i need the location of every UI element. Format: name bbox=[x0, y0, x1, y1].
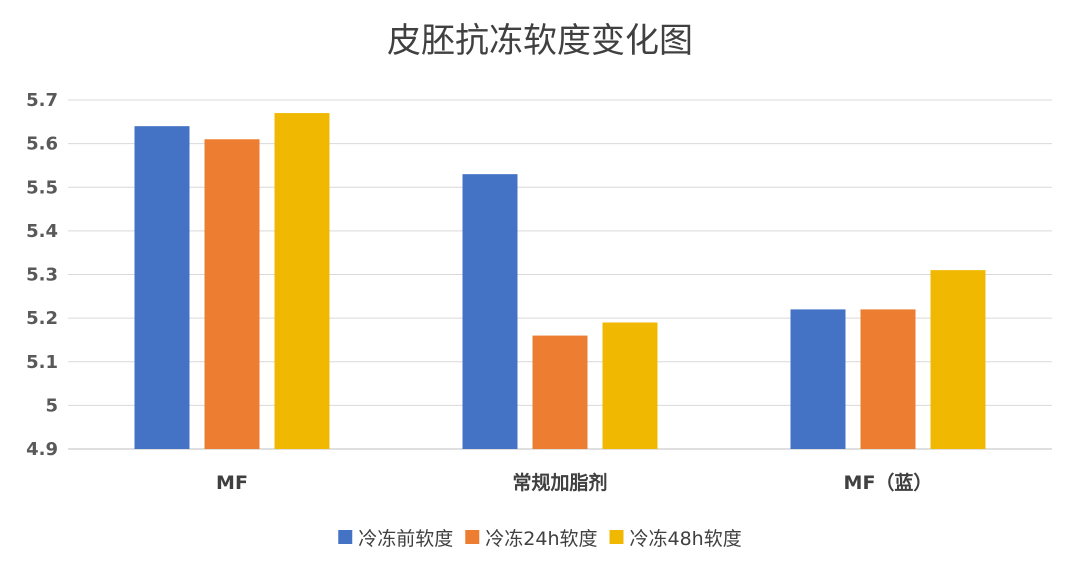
y-tick-label: 5.5 bbox=[26, 177, 58, 198]
bar-0-0 bbox=[134, 126, 190, 450]
y-tick-label: 5 bbox=[45, 395, 58, 416]
legend-swatch bbox=[609, 530, 624, 544]
bar-2-2 bbox=[930, 270, 986, 449]
x-category-label: 常规加脂剂 bbox=[512, 471, 607, 494]
y-axis-ticks: 5.7 5.6 5.5 5.4 5.3 5.2 5.1 5 4.9 bbox=[26, 90, 58, 460]
y-tick-label: 5.4 bbox=[26, 221, 58, 242]
x-axis-categories: MF 常规加脂剂 MF（蓝） bbox=[216, 471, 932, 494]
y-tick-label: 5.7 bbox=[26, 90, 58, 111]
y-tick-label: 4.9 bbox=[26, 439, 58, 460]
legend-label: 冷冻前软度 bbox=[358, 528, 453, 550]
x-category-label: MF（蓝） bbox=[844, 471, 933, 494]
legend-item: 冷冻24h软度 bbox=[465, 528, 598, 550]
y-tick-label: 5.6 bbox=[26, 134, 58, 155]
bar-2-0 bbox=[790, 309, 846, 449]
chart-title: 皮胚抗冻软度变化图 bbox=[387, 21, 693, 61]
bar-1-0 bbox=[462, 174, 518, 449]
legend-item: 冷冻48h软度 bbox=[609, 528, 742, 550]
bar-1-1 bbox=[532, 335, 588, 449]
x-category-label: MF bbox=[216, 472, 248, 494]
legend-label: 冷冻24h软度 bbox=[485, 528, 597, 550]
bars bbox=[134, 113, 986, 450]
bar-2-1 bbox=[860, 309, 916, 449]
legend-swatch bbox=[338, 530, 353, 544]
y-tick-label: 5.1 bbox=[26, 352, 58, 373]
bar-0-1 bbox=[204, 139, 260, 449]
bar-0-2 bbox=[274, 113, 330, 450]
bar-1-2 bbox=[602, 322, 658, 449]
y-tick-label: 5.3 bbox=[26, 265, 58, 286]
legend-item: 冷冻前软度 bbox=[338, 528, 453, 550]
legend-swatch bbox=[465, 530, 480, 544]
y-tick-label: 5.2 bbox=[26, 308, 58, 329]
legend-label: 冷冻48h软度 bbox=[630, 528, 742, 550]
legend: 冷冻前软度 冷冻24h软度 冷冻48h软度 bbox=[338, 528, 742, 550]
